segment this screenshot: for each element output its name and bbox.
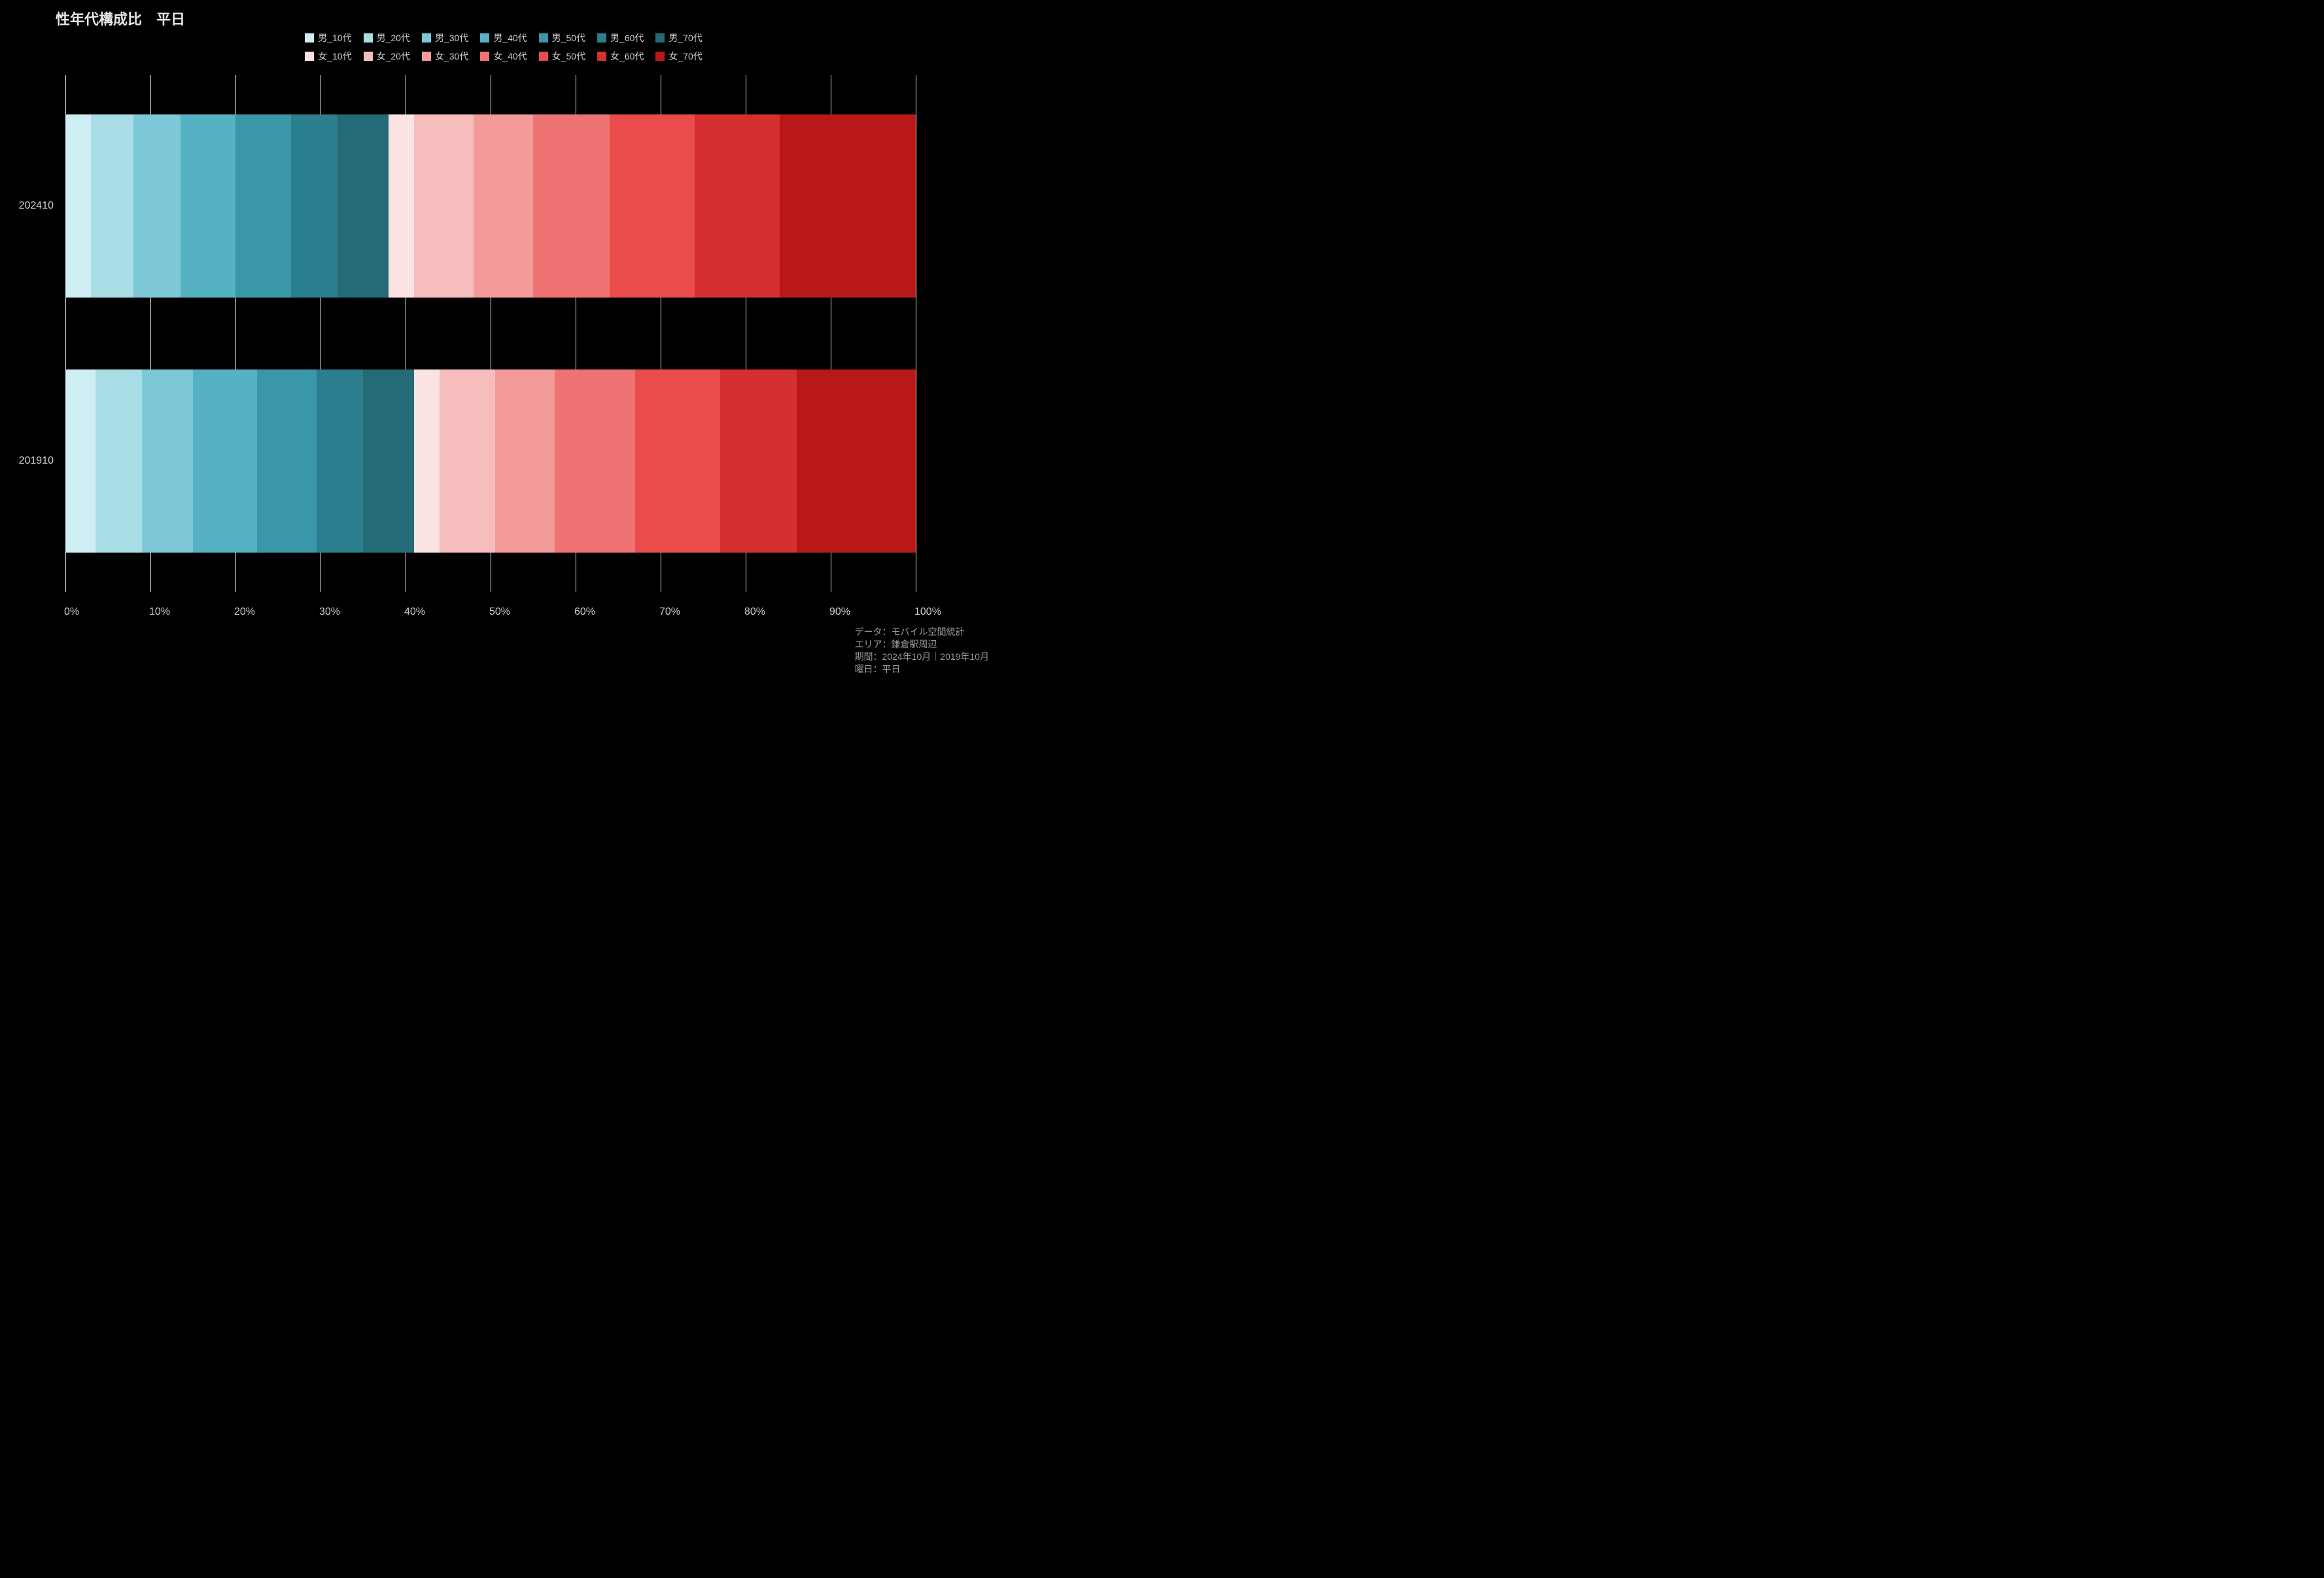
legend-swatch [422, 33, 431, 43]
legend-swatch [480, 52, 489, 61]
bar-segment [474, 114, 533, 298]
legend-swatch [597, 52, 606, 61]
legend-label: 女_10代 [318, 50, 351, 63]
legend-item: 男_30代 [422, 31, 468, 44]
legend-label: 女_30代 [435, 50, 468, 63]
legend-swatch [480, 33, 489, 43]
legend-item: 男_50代 [539, 31, 585, 44]
legend-label: 女_40代 [493, 50, 527, 63]
legend-item: 女_60代 [597, 50, 644, 63]
bar-segment [495, 369, 555, 553]
footer-line: 期間：2024年10月｜2019年10月 [855, 651, 989, 663]
legend-item: 男_70代 [655, 31, 702, 44]
chart-title: 性年代構成比 平日 [56, 8, 185, 29]
legend-item: 男_20代 [364, 31, 410, 44]
y-axis-category-label: 201910 [19, 455, 65, 467]
bar-segment [414, 369, 440, 553]
stacked-bar [65, 369, 916, 553]
bar-segment [291, 114, 338, 298]
legend-swatch [539, 52, 548, 61]
bar-segment [257, 369, 317, 553]
x-axis-tick-label: 10% [149, 606, 170, 618]
x-axis-tick-label: 30% [319, 606, 340, 618]
legend-item: 女_20代 [364, 50, 410, 63]
legend-swatch [655, 52, 665, 61]
legend-swatch [539, 33, 548, 43]
legend-item: 男_40代 [480, 31, 527, 44]
bar-segment [142, 369, 193, 553]
legend-item: 女_30代 [422, 50, 468, 63]
x-axis-tick-label: 20% [234, 606, 255, 618]
bar-segment [193, 369, 257, 553]
bar-segment [338, 114, 389, 298]
bar-segment [133, 114, 181, 298]
legend-swatch [597, 33, 606, 43]
bar-segment [235, 114, 291, 298]
legend-item: 男_60代 [597, 31, 644, 44]
legend-item: 女_70代 [655, 50, 702, 63]
bar-segment [533, 114, 610, 298]
bar-segment [91, 114, 133, 298]
x-axis-tick-label: 100% [914, 606, 941, 618]
bar-segment [610, 114, 695, 298]
legend-swatch [364, 33, 373, 43]
bar-segment [65, 114, 91, 298]
plot-area: 0%10%20%30%40%50%60%70%80%90%100%2024102… [65, 75, 916, 592]
legend-label: 女_60代 [610, 50, 644, 63]
y-axis-category-label: 202410 [19, 200, 65, 212]
bar-segment [389, 114, 414, 298]
bar-segment [317, 369, 364, 553]
legend-swatch [364, 52, 373, 61]
legend-label: 男_40代 [493, 31, 527, 44]
x-axis-tick-label: 90% [829, 606, 850, 618]
footer-line: エリア：鎌倉駅周辺 [855, 638, 989, 651]
legend-label: 男_60代 [610, 31, 644, 44]
bar-segment [720, 369, 797, 553]
stacked-bar [65, 114, 916, 298]
x-axis-tick-label: 0% [64, 606, 79, 618]
legend-label: 男_30代 [435, 31, 468, 44]
legend-swatch [422, 52, 431, 61]
legend-label: 女_50代 [552, 50, 585, 63]
legend-row-0: 男_10代 男_20代 男_30代 男_40代 男_50代 男_60代 男_70代 [0, 31, 1007, 44]
legend-item: 男_10代 [305, 31, 351, 44]
legend-label: 男_50代 [552, 31, 585, 44]
bar-segment [635, 369, 720, 553]
chart-container: 性年代構成比 平日 男_10代 男_20代 男_30代 男_40代 男_50代 男_60代… [0, 0, 1007, 683]
legend-swatch [305, 33, 314, 43]
bar-segment [797, 369, 916, 553]
legend-row-1: 女_10代 女_20代 女_30代 女_40代 女_50代 女_60代 女_70代 [0, 50, 1007, 63]
bar-segment [780, 114, 916, 298]
legend-item: 女_40代 [480, 50, 527, 63]
legend-swatch [305, 52, 314, 61]
legend-swatch [655, 33, 665, 43]
legend-label: 女_70代 [668, 50, 702, 63]
legend-label: 男_10代 [318, 31, 351, 44]
legend-label: 男_20代 [377, 31, 410, 44]
legend-label: 女_20代 [377, 50, 410, 63]
x-axis-tick-label: 60% [574, 606, 595, 618]
x-axis-tick-label: 40% [404, 606, 425, 618]
x-axis-tick-label: 50% [489, 606, 510, 618]
bar-segment [414, 114, 474, 298]
footer-line: 曜日：平日 [855, 663, 989, 676]
footer-line: データ：モバイル空間統計 [855, 626, 989, 638]
bar-segment [555, 369, 636, 553]
bar-segment [695, 114, 780, 298]
chart-footer: データ：モバイル空間統計エリア：鎌倉駅周辺期間：2024年10月｜2019年10… [855, 626, 989, 676]
bar-segment [181, 114, 236, 298]
x-axis-tick-label: 80% [744, 606, 765, 618]
legend-item: 女_10代 [305, 50, 351, 63]
legend-label: 男_70代 [668, 31, 702, 44]
bar-segment [65, 369, 95, 553]
bar-segment [363, 369, 414, 553]
x-axis-tick-label: 70% [659, 606, 680, 618]
bar-segment [440, 369, 495, 553]
legend-item: 女_50代 [539, 50, 585, 63]
bar-segment [95, 369, 143, 553]
